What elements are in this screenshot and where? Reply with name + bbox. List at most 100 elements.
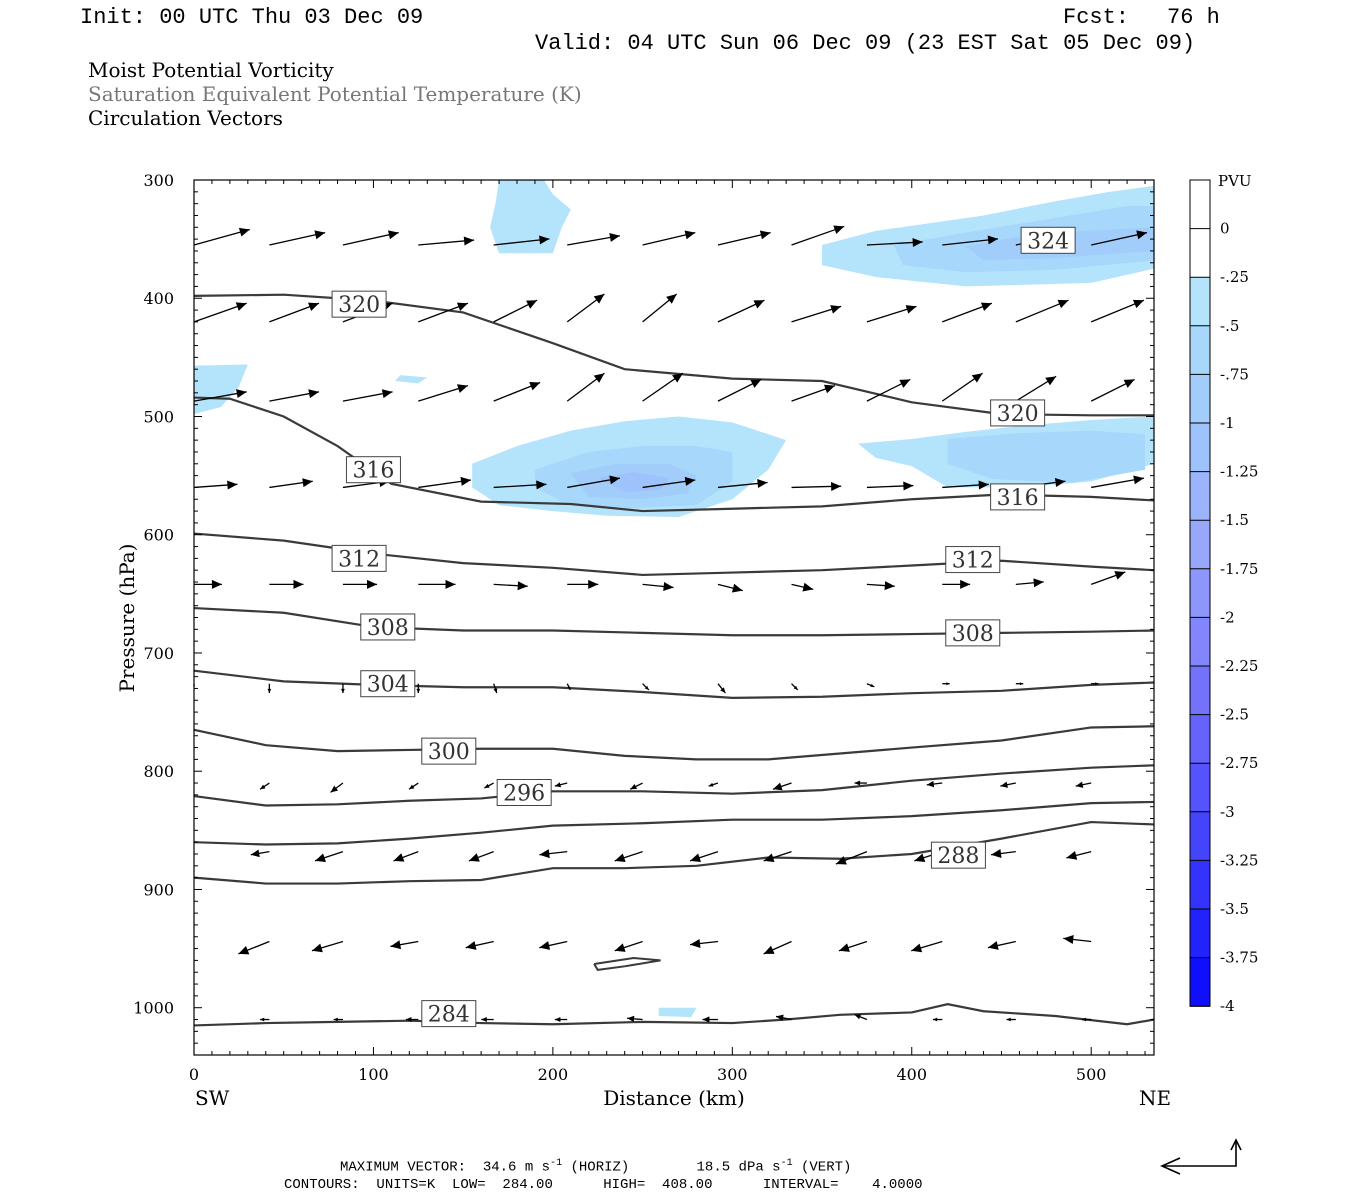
circulation-vector	[1091, 230, 1148, 246]
circulation-vector	[566, 372, 605, 402]
contour-label-text: 308	[952, 622, 994, 647]
circulation-vector	[468, 851, 494, 862]
circulation-vector	[1015, 299, 1069, 323]
circulation-vector	[642, 683, 650, 691]
circulation-vector	[493, 683, 498, 694]
contour-label: 296	[496, 779, 552, 807]
circulation-vector	[1081, 1017, 1092, 1022]
colorbar-swatch	[1190, 471, 1210, 521]
colorbar-swatch	[1190, 520, 1210, 569]
circulation-vector	[642, 476, 696, 489]
sw-label: SW	[195, 1086, 230, 1110]
y-tick-label: 900	[143, 880, 174, 899]
colorbar-tick-label: -1.5	[1220, 511, 1249, 529]
contour-label: 316	[990, 483, 1046, 511]
circulation-vector	[1015, 375, 1057, 402]
y-tick-label: 500	[143, 407, 174, 426]
circulation-vector	[267, 683, 272, 694]
circulation-vector	[342, 579, 378, 589]
circulation-vector	[465, 940, 494, 950]
contour-label-text: 284	[428, 1003, 470, 1028]
circulation-vector	[193, 480, 238, 490]
pv-region-12	[658, 1007, 697, 1018]
circulation-vector	[775, 1014, 792, 1021]
circulation-vector	[418, 476, 472, 489]
contour-label: 312	[945, 546, 1001, 574]
forecast-hour: 76 h	[1167, 5, 1220, 30]
legend-theta-es: Saturation Equivalent Potential Temperat…	[88, 82, 582, 106]
circulation-vector	[772, 782, 792, 791]
circulation-vector	[493, 299, 538, 323]
contour-label-text: 288	[937, 844, 979, 869]
circulation-vector	[554, 1017, 568, 1023]
circulation-vector	[269, 389, 320, 402]
contour-label: 304	[360, 670, 416, 698]
y-tick-label: 300	[143, 171, 174, 190]
circulation-vector	[567, 475, 621, 489]
circulation-vector	[260, 1017, 270, 1022]
circulation-vector	[911, 940, 943, 953]
colorbar-tick-label: -2.75	[1220, 754, 1258, 772]
circulation-vector	[866, 481, 914, 491]
circulation-vector	[941, 372, 983, 402]
circulation-vector	[418, 302, 469, 323]
circulation-vector	[689, 851, 719, 863]
x-tick-label: 100	[358, 1065, 389, 1084]
circulation-vector	[342, 230, 399, 246]
contour-label: 316	[345, 456, 401, 484]
circulation-vector	[493, 480, 547, 490]
contour-label-text: 300	[428, 740, 470, 765]
circulation-vector	[835, 851, 868, 865]
legend-mpv: Moist Potential Vorticity	[88, 58, 334, 82]
circulation-vector	[717, 230, 771, 246]
colorbar-tick-label: -.25	[1220, 268, 1249, 286]
circulation-vector	[763, 940, 792, 955]
circulation-vector	[866, 237, 923, 247]
contour-label: 320	[331, 290, 387, 318]
colorbar-tick-label: -1.75	[1220, 560, 1258, 578]
circulation-vector	[627, 1015, 643, 1022]
theta-es-contour-292	[193, 800, 1155, 846]
colorbar-swatch	[1190, 860, 1210, 909]
forecast-label: Fcst:	[1063, 5, 1130, 30]
circulation-vector	[942, 302, 993, 323]
circulation-vector	[1015, 578, 1044, 588]
circulation-vector	[405, 1017, 419, 1023]
x-tick-label: 200	[538, 1065, 569, 1084]
circulation-vector	[866, 378, 911, 402]
theta-es-contour-308	[193, 606, 1155, 637]
circulation-vector	[269, 230, 326, 246]
circulation-vector	[193, 302, 247, 323]
colorbar-tick-label: -2	[1220, 608, 1235, 626]
circulation-vector	[194, 579, 222, 589]
circulation-vector	[259, 782, 270, 790]
circulation-vector	[341, 683, 345, 694]
pv-region-5	[394, 375, 428, 384]
colorbar-swatch	[1190, 277, 1210, 326]
colorbar-tick-label: -4	[1220, 997, 1235, 1015]
circulation-vector	[791, 305, 842, 323]
theta-es-contour-296	[193, 764, 1155, 807]
circulation-vector	[1066, 850, 1092, 860]
valid-time: Valid: 04 UTC Sun 06 Dec 09 (23 EST Sat …	[535, 31, 1196, 56]
circulation-vector	[193, 227, 250, 246]
circulation-vector	[614, 851, 643, 863]
circulation-vector	[854, 780, 867, 786]
circulation-vector	[567, 579, 599, 589]
circulation-vector	[1075, 781, 1092, 788]
circulation-vector	[791, 384, 836, 402]
ne-label: NE	[1139, 1086, 1171, 1110]
circulation-vector	[854, 1013, 868, 1021]
circulation-vector	[566, 683, 571, 691]
theta-es-contour-closed	[593, 957, 661, 971]
circulation-vector	[330, 782, 344, 793]
circulation-vector	[717, 583, 743, 593]
colorbar-tick-label: -2.5	[1220, 706, 1249, 724]
x-tick-label: 300	[717, 1065, 748, 1084]
contour-label: 320	[990, 399, 1046, 427]
circulation-vector	[554, 782, 568, 788]
circulation-vector	[393, 851, 419, 862]
circulation-vector	[408, 782, 419, 790]
circulation-vector	[269, 579, 304, 589]
circulation-vector	[418, 579, 456, 589]
